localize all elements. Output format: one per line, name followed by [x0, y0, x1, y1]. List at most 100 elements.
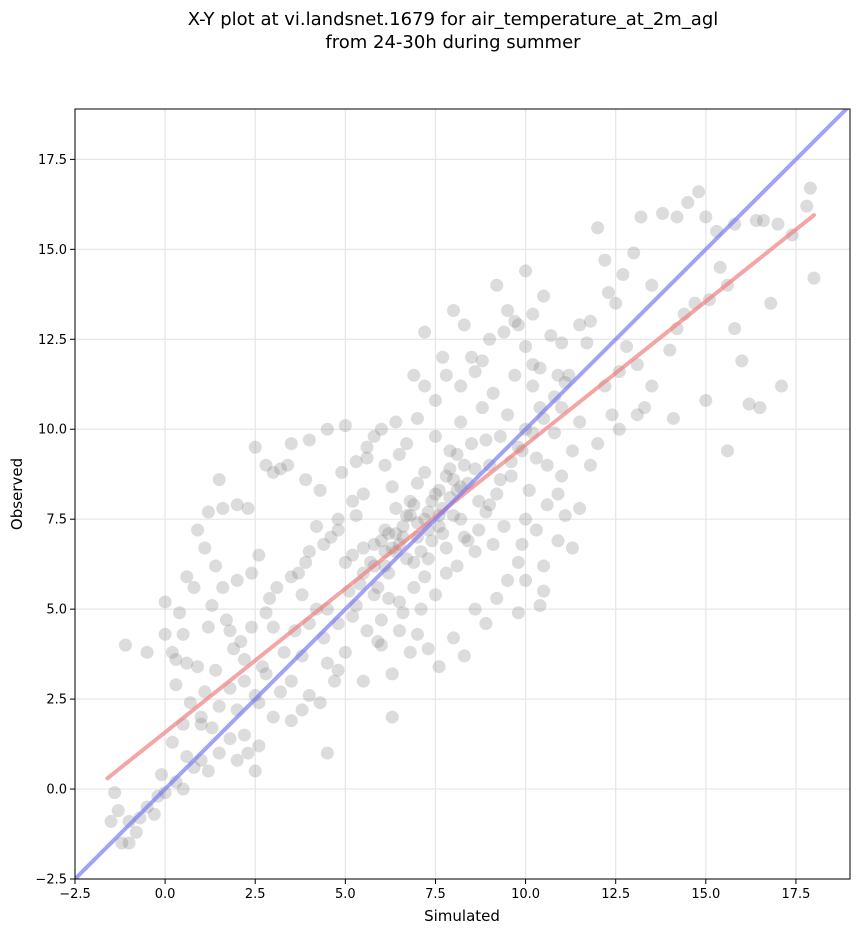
scatter-point — [663, 343, 677, 357]
scatter-point — [201, 620, 215, 634]
scatter-point — [454, 512, 468, 526]
scatter-point — [526, 379, 540, 393]
scatter-point — [320, 656, 334, 670]
scatter-point — [295, 649, 309, 663]
scatter-point — [609, 296, 623, 310]
scatter-point — [735, 354, 749, 368]
scatter-point — [356, 487, 370, 501]
x-tick-label: 2.5 — [245, 887, 266, 902]
scatter-point — [266, 710, 280, 724]
scatter-point — [205, 721, 219, 735]
scatter-point — [519, 264, 533, 278]
x-tick-label: 7.5 — [425, 887, 446, 902]
scatter-point — [320, 422, 334, 436]
scatter-point — [237, 653, 251, 667]
scatter-point — [356, 674, 370, 688]
scatter-point — [634, 210, 648, 224]
scatter-point — [504, 469, 518, 483]
scatter-point — [385, 667, 399, 681]
scatter-point — [385, 710, 399, 724]
scatter-point — [558, 509, 572, 523]
scatter-point — [158, 786, 172, 800]
scatter-point — [183, 696, 197, 710]
scatter-point — [800, 199, 814, 213]
scatter-point — [573, 318, 587, 332]
scatter-point — [410, 476, 424, 490]
scatter-point — [349, 455, 363, 469]
scatter-point — [212, 699, 226, 713]
scatter-point — [392, 624, 406, 638]
scatter-point — [432, 660, 446, 674]
scatter-point — [465, 350, 479, 364]
scatter-point — [616, 268, 630, 282]
scatter-point — [756, 214, 770, 228]
scatter-point — [742, 397, 756, 411]
scatter-point — [551, 368, 565, 382]
scatter-point — [728, 321, 742, 335]
scatter-point — [630, 408, 644, 422]
scatter-point — [501, 303, 515, 317]
scatter-point — [360, 624, 374, 638]
x-tick-label: 12.5 — [601, 887, 630, 902]
scatter-point — [439, 541, 453, 555]
scatter-point — [367, 429, 381, 443]
scatter-point — [468, 462, 482, 476]
scatter-point — [374, 422, 388, 436]
scatter-point — [591, 221, 605, 235]
plot-frame — [74, 108, 851, 880]
y-axis-label: Observed — [8, 458, 26, 530]
scatter-point — [191, 660, 205, 674]
fit-lines — [75, 109, 850, 879]
scatter-point — [331, 523, 345, 537]
scatter-point — [360, 451, 374, 465]
scatter-point — [515, 537, 529, 551]
scatter-point — [728, 217, 742, 231]
scatter-point — [436, 527, 450, 541]
scatter-point — [122, 814, 136, 828]
scatter-point — [472, 494, 486, 508]
scatter-point — [396, 519, 410, 533]
scatter-point — [511, 318, 525, 332]
scatter-point — [284, 714, 298, 728]
scatter-point — [454, 415, 468, 429]
scatter-point — [519, 339, 533, 353]
scatter-point — [475, 354, 489, 368]
chart-title: X-Y plot at vi.landsnet.1679 for air_tem… — [0, 8, 858, 54]
scatter-point — [479, 505, 493, 519]
scatter-point — [432, 519, 446, 533]
scatter-point — [194, 717, 208, 731]
scatter-point — [540, 458, 554, 472]
scatter-point — [356, 541, 370, 555]
scatter-point — [291, 566, 305, 580]
scatter-point — [263, 591, 277, 605]
scatter-point — [544, 329, 558, 343]
x-axis-label: Simulated — [424, 907, 500, 925]
scatter-point — [519, 573, 533, 587]
scatter-point — [313, 696, 327, 710]
scatter-point — [479, 617, 493, 631]
scatter-point — [414, 545, 428, 559]
scatter-point — [392, 595, 406, 609]
scatter-point — [259, 606, 273, 620]
scatter-point — [468, 365, 482, 379]
y-tick-label: 17.5 — [38, 153, 67, 168]
y-tick-label: −2.5 — [35, 873, 67, 888]
scatter-point — [421, 642, 435, 656]
scatter-point — [216, 581, 230, 595]
scatter-point — [421, 505, 435, 519]
scatter-point — [461, 534, 475, 548]
scatter-point — [472, 523, 486, 537]
chart-title-line1: X-Y plot at vi.landsnet.1679 for air_tem… — [187, 9, 719, 30]
scatter-point — [457, 318, 471, 332]
scatter-point — [439, 566, 453, 580]
scatter-point — [273, 462, 287, 476]
scatter-point — [529, 451, 543, 465]
scatter-point — [371, 635, 385, 649]
scatter-point — [699, 393, 713, 407]
scatter-point — [284, 437, 298, 451]
scatter-point — [620, 339, 634, 353]
scatter-point — [194, 710, 208, 724]
scatter-point — [284, 674, 298, 688]
scatter-point — [284, 570, 298, 584]
